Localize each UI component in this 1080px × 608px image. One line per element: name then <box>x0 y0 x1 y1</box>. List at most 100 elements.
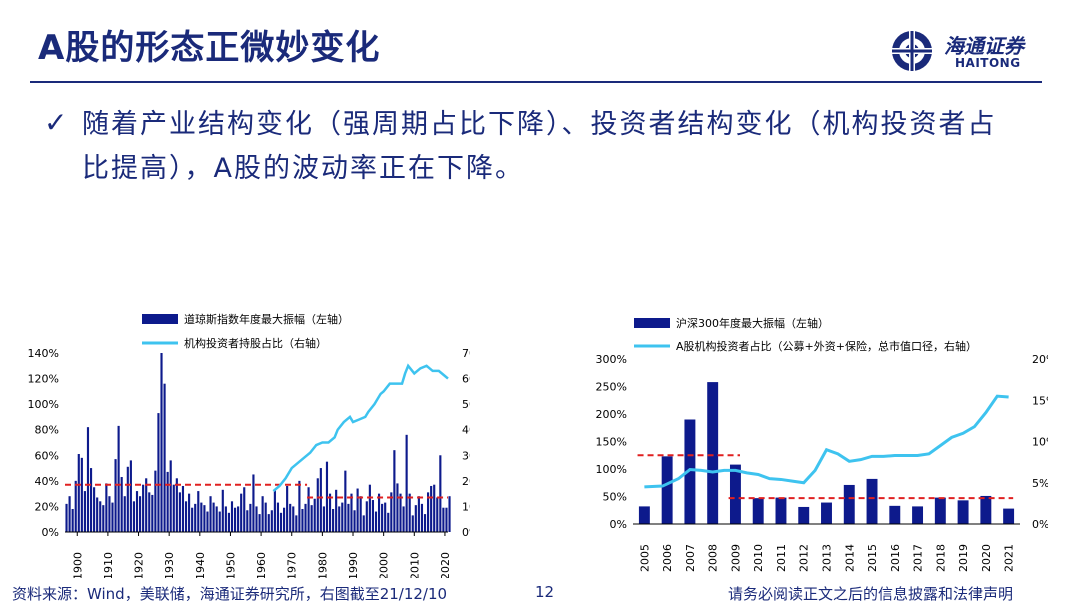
bar <box>286 485 289 532</box>
bar <box>89 468 93 532</box>
bar <box>102 505 105 532</box>
bar <box>843 484 855 524</box>
bar <box>402 506 405 532</box>
x-tick-label: 2021 <box>1003 544 1016 572</box>
bar <box>707 382 719 524</box>
y-right-tick-label: 20% <box>462 475 470 488</box>
x-tick-label: 1950 <box>224 552 237 578</box>
bar <box>227 512 230 532</box>
bar <box>126 466 129 532</box>
y-right-tick-label: 5% <box>1032 477 1048 490</box>
bar <box>934 497 946 524</box>
legend-bar-label: 道琼斯指数年度最大振幅（左轴） <box>184 312 349 326</box>
x-tick-label: 2015 <box>866 544 879 572</box>
bar <box>313 498 316 532</box>
y-right-tick-label: 0% <box>1032 518 1048 531</box>
x-tick-label: 2012 <box>798 544 811 572</box>
bar <box>359 496 362 532</box>
bar <box>423 514 427 532</box>
x-tick-label: 2014 <box>843 544 856 572</box>
bar <box>252 474 255 532</box>
y-right-tick-label: 40% <box>462 424 470 437</box>
x-tick-label: 1970 <box>286 552 299 578</box>
bar <box>328 493 332 532</box>
bar <box>279 512 283 532</box>
y-left-tick-label: 100% <box>28 398 59 411</box>
x-tick-label: 2006 <box>661 544 674 572</box>
y-left-tick-label: 250% <box>596 381 627 394</box>
bar <box>209 496 212 532</box>
bar <box>233 507 237 532</box>
bar <box>283 507 286 532</box>
bar <box>442 507 445 532</box>
bar <box>347 503 350 532</box>
bar <box>249 503 252 532</box>
check-icon: ✓ <box>44 106 68 139</box>
haitong-emblem-icon <box>890 29 934 73</box>
bar <box>83 491 86 532</box>
y-right-tick-label: 10% <box>462 500 470 513</box>
bar <box>365 501 368 532</box>
x-tick-label: 1920 <box>133 552 146 578</box>
bar <box>255 506 258 532</box>
bar <box>448 496 451 532</box>
bar <box>74 480 77 532</box>
bar <box>295 515 298 532</box>
bar <box>393 450 396 532</box>
bar <box>258 514 261 532</box>
x-tick-label: 2007 <box>684 544 697 572</box>
bar <box>200 502 203 532</box>
bar <box>912 506 924 524</box>
bar <box>132 501 136 532</box>
bar <box>980 495 992 524</box>
bar <box>160 353 163 532</box>
bar <box>221 489 224 532</box>
legend-line-label: 机构投资者持股占比（右轴） <box>184 336 327 350</box>
bar <box>175 478 178 532</box>
bar <box>292 506 295 532</box>
bar <box>65 503 68 532</box>
bar <box>417 496 420 532</box>
bar <box>135 491 139 532</box>
bar <box>353 510 356 532</box>
bar <box>319 468 322 532</box>
bar <box>684 419 696 524</box>
x-tick-label: 2016 <box>889 544 902 572</box>
legend-bar-swatch <box>142 314 178 324</box>
bar <box>411 515 414 532</box>
x-tick-label: 2019 <box>957 544 970 572</box>
bar <box>86 427 90 532</box>
bar <box>99 501 102 532</box>
y-left-tick-label: 200% <box>596 408 627 421</box>
bar <box>430 485 433 532</box>
bar <box>184 501 188 532</box>
bar <box>224 506 227 532</box>
y-left-tick-label: 0% <box>42 526 59 539</box>
bar <box>111 502 114 532</box>
bar <box>203 505 206 532</box>
bar <box>71 508 74 532</box>
bar <box>1003 508 1015 524</box>
bar <box>77 454 80 532</box>
dow-jones-chart: 道琼斯指数年度最大振幅（左轴） 机构投资者持股占比（右轴） 0% 20% 40% 60% 8… <box>28 312 470 578</box>
bar <box>246 510 249 532</box>
y-right-tick-label: 0% <box>462 526 470 539</box>
bar <box>166 471 169 532</box>
bar <box>237 506 240 532</box>
bar <box>261 496 264 532</box>
bar <box>114 459 117 532</box>
bar <box>93 487 96 532</box>
x-tick-label: 1930 <box>163 552 176 578</box>
x-tick-label: 1960 <box>255 552 268 578</box>
bar <box>341 502 344 532</box>
bar <box>356 488 359 532</box>
bar <box>399 493 402 532</box>
bar <box>301 508 304 532</box>
y-left-tick-label: 40% <box>35 475 59 488</box>
x-tick-label: 2000 <box>378 552 391 578</box>
bar <box>264 502 267 532</box>
y-left-tick-label: 80% <box>35 424 59 437</box>
bar <box>142 484 145 532</box>
footer-disclaimer: 请务必阅读正文之后的信息披露和法律声明 <box>728 585 1014 603</box>
legend-line-label: A股机构投资者占比（公募+外资+保险，总市值口径，右轴） <box>676 339 977 353</box>
